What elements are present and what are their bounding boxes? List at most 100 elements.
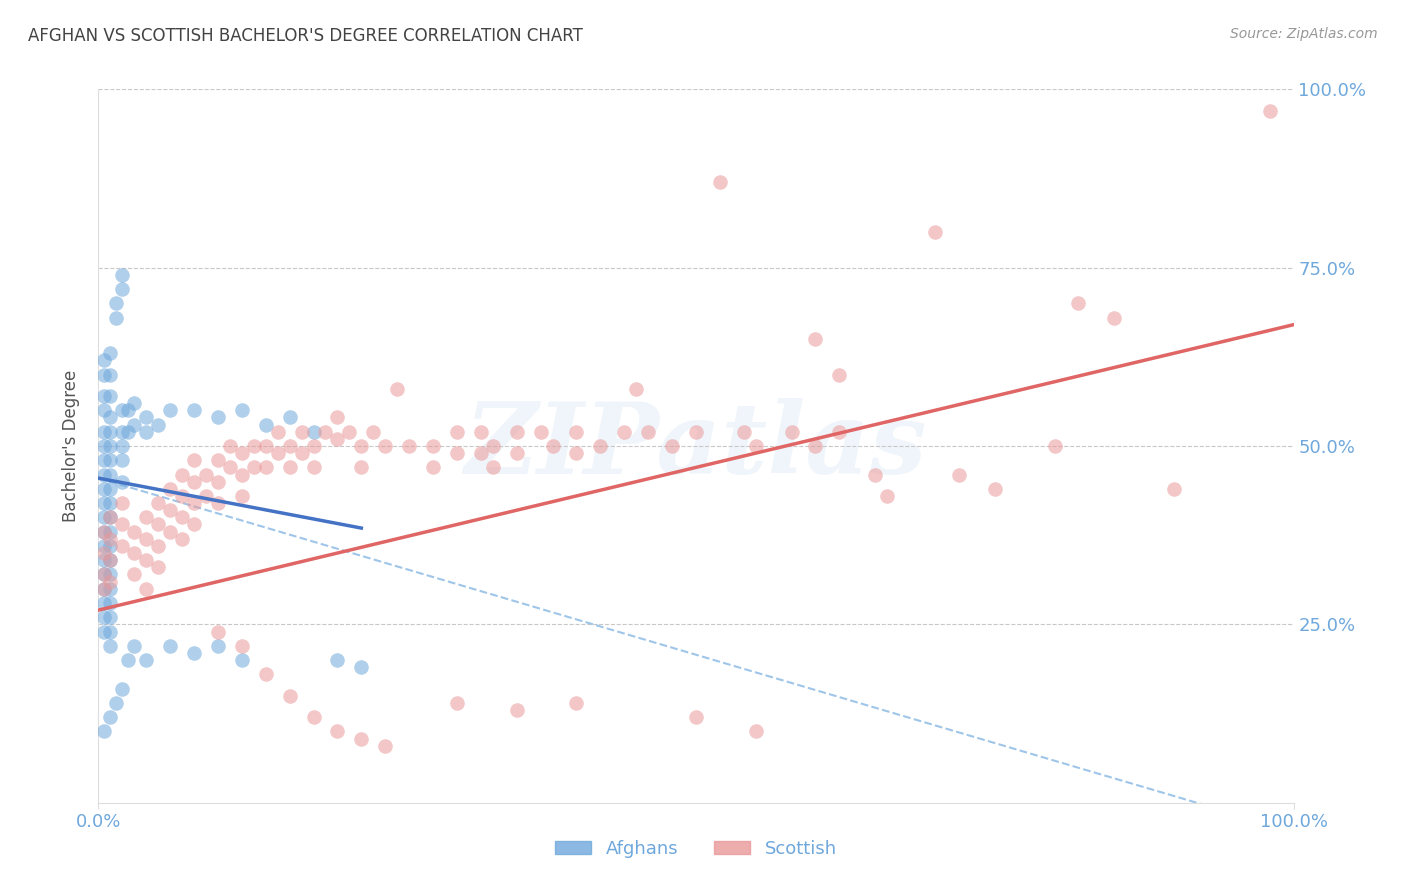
Point — [948, 467, 970, 482]
Point — [828, 425, 851, 439]
Point — [98, 524, 122, 539]
Point — [124, 567, 146, 582]
Point — [98, 596, 122, 610]
Point — [148, 496, 170, 510]
Point — [105, 696, 128, 710]
Point — [422, 439, 444, 453]
Point — [93, 453, 115, 467]
Point — [93, 553, 115, 567]
Point — [207, 624, 229, 639]
Point — [93, 368, 115, 382]
Point — [876, 489, 898, 503]
Point — [481, 439, 505, 453]
Point — [93, 467, 115, 482]
Point — [589, 439, 612, 453]
Point — [398, 439, 420, 453]
Point — [339, 425, 361, 439]
Point — [93, 610, 115, 624]
Point — [111, 496, 134, 510]
Point — [350, 460, 373, 475]
Point — [98, 510, 122, 524]
Point — [159, 403, 181, 417]
Point — [1258, 103, 1281, 118]
Point — [111, 439, 134, 453]
Point — [93, 425, 115, 439]
Point — [93, 496, 115, 510]
Point — [745, 439, 768, 453]
Point — [124, 396, 146, 410]
Point — [98, 346, 122, 360]
Point — [105, 310, 128, 325]
Point — [626, 382, 648, 396]
Point — [172, 532, 194, 546]
Point — [326, 653, 349, 667]
Point — [254, 667, 277, 681]
Point — [350, 439, 373, 453]
Point — [135, 582, 157, 596]
Point — [565, 425, 588, 439]
Point — [93, 353, 115, 368]
Point — [93, 482, 115, 496]
Point — [219, 439, 242, 453]
Point — [302, 710, 325, 724]
Point — [661, 439, 683, 453]
Point — [267, 425, 290, 439]
Point — [254, 417, 277, 432]
Point — [98, 624, 122, 639]
Point — [183, 475, 205, 489]
Point — [1043, 439, 1066, 453]
Point — [541, 439, 564, 453]
Point — [111, 282, 134, 296]
Point — [481, 460, 505, 475]
Point — [124, 639, 146, 653]
Point — [804, 439, 827, 453]
Point — [111, 425, 134, 439]
Text: Source: ZipAtlas.com: Source: ZipAtlas.com — [1230, 27, 1378, 41]
Point — [98, 439, 122, 453]
Point — [98, 574, 122, 589]
Point — [231, 653, 253, 667]
Point — [374, 739, 396, 753]
Point — [124, 524, 146, 539]
Point — [93, 724, 115, 739]
Point — [745, 724, 768, 739]
Point — [183, 453, 205, 467]
Point — [98, 553, 122, 567]
Point — [159, 503, 181, 517]
Point — [98, 467, 122, 482]
Point — [93, 389, 115, 403]
Point — [828, 368, 851, 382]
Point — [98, 710, 122, 724]
Point — [470, 446, 492, 460]
Point — [685, 425, 707, 439]
Point — [98, 496, 122, 510]
Text: AFGHAN VS SCOTTISH BACHELOR'S DEGREE CORRELATION CHART: AFGHAN VS SCOTTISH BACHELOR'S DEGREE COR… — [28, 27, 583, 45]
Point — [363, 425, 385, 439]
Point — [291, 425, 314, 439]
Point — [93, 439, 115, 453]
Point — [98, 425, 122, 439]
Point — [93, 624, 115, 639]
Point — [135, 410, 157, 425]
Point — [98, 582, 122, 596]
Point — [124, 546, 146, 560]
Point — [1163, 482, 1185, 496]
Point — [111, 539, 134, 553]
Point — [315, 425, 337, 439]
Point — [98, 389, 122, 403]
Point — [350, 731, 373, 746]
Point — [111, 453, 134, 467]
Point — [231, 467, 253, 482]
Point — [135, 510, 157, 524]
Point — [93, 403, 115, 417]
Point — [231, 446, 253, 460]
Point — [302, 439, 325, 453]
Point — [105, 296, 128, 310]
Point — [183, 496, 205, 510]
Point — [446, 446, 468, 460]
Point — [350, 660, 373, 674]
Point — [446, 425, 468, 439]
Point — [278, 460, 301, 475]
Point — [159, 482, 181, 496]
Point — [93, 582, 115, 596]
